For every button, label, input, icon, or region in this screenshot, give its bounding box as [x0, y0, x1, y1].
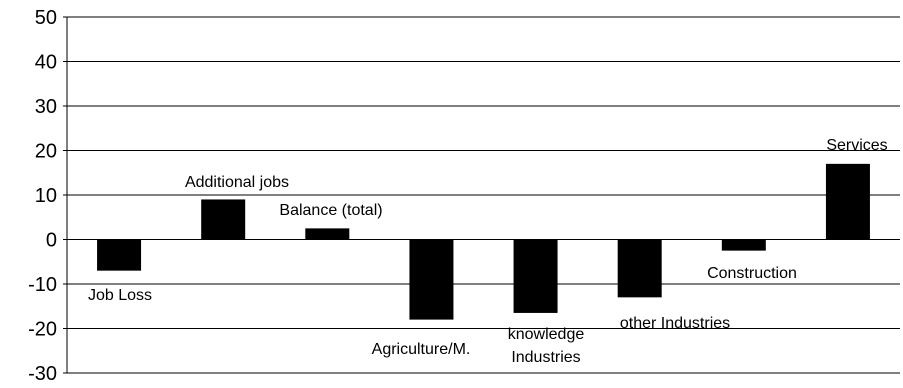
y-tick-label: -10 — [28, 274, 57, 296]
category-label-line: Services — [826, 137, 887, 154]
bar-services — [825, 163, 870, 240]
y-tick-label: 20 — [35, 141, 57, 163]
category-label-line: Additional jobs — [185, 174, 289, 191]
bar-additional-jobs — [201, 199, 246, 240]
category-label-line: Construction — [707, 265, 797, 282]
category-label: Additional jobs — [185, 174, 289, 191]
category-label-line: other Industries — [620, 315, 730, 332]
y-tick-label: 10 — [35, 185, 57, 207]
category-label: Construction — [707, 265, 797, 282]
y-tick-label: 50 — [35, 7, 57, 29]
category-label: Balance (total) — [279, 202, 382, 219]
bar-job-loss — [97, 239, 142, 271]
bar-construction — [721, 239, 766, 251]
category-label-line: Job Loss — [88, 287, 152, 304]
bar-agriculture-m — [409, 239, 454, 320]
bar-other-industries — [617, 239, 662, 298]
category-label: Services — [826, 137, 887, 154]
y-tick-label: 30 — [35, 96, 57, 118]
category-label: Agriculture/M. — [372, 341, 471, 358]
category-label: Job Loss — [88, 287, 152, 304]
category-label: knowledge Industries — [508, 326, 585, 366]
category-label-line: Agriculture/M. — [372, 341, 471, 358]
bar-balance-total — [305, 228, 350, 240]
bar-knowledge-industries — [513, 239, 558, 313]
category-label-line: knowledge — [508, 326, 585, 343]
y-tick-label: 0 — [46, 230, 57, 252]
category-label: other Industries — [620, 315, 730, 332]
y-tick-label: 40 — [35, 52, 57, 74]
category-label-line: Industries — [511, 349, 580, 366]
category-label-line: Balance (total) — [279, 202, 382, 219]
y-tick-label: -30 — [28, 363, 57, 385]
y-tick-label: -20 — [28, 319, 57, 341]
